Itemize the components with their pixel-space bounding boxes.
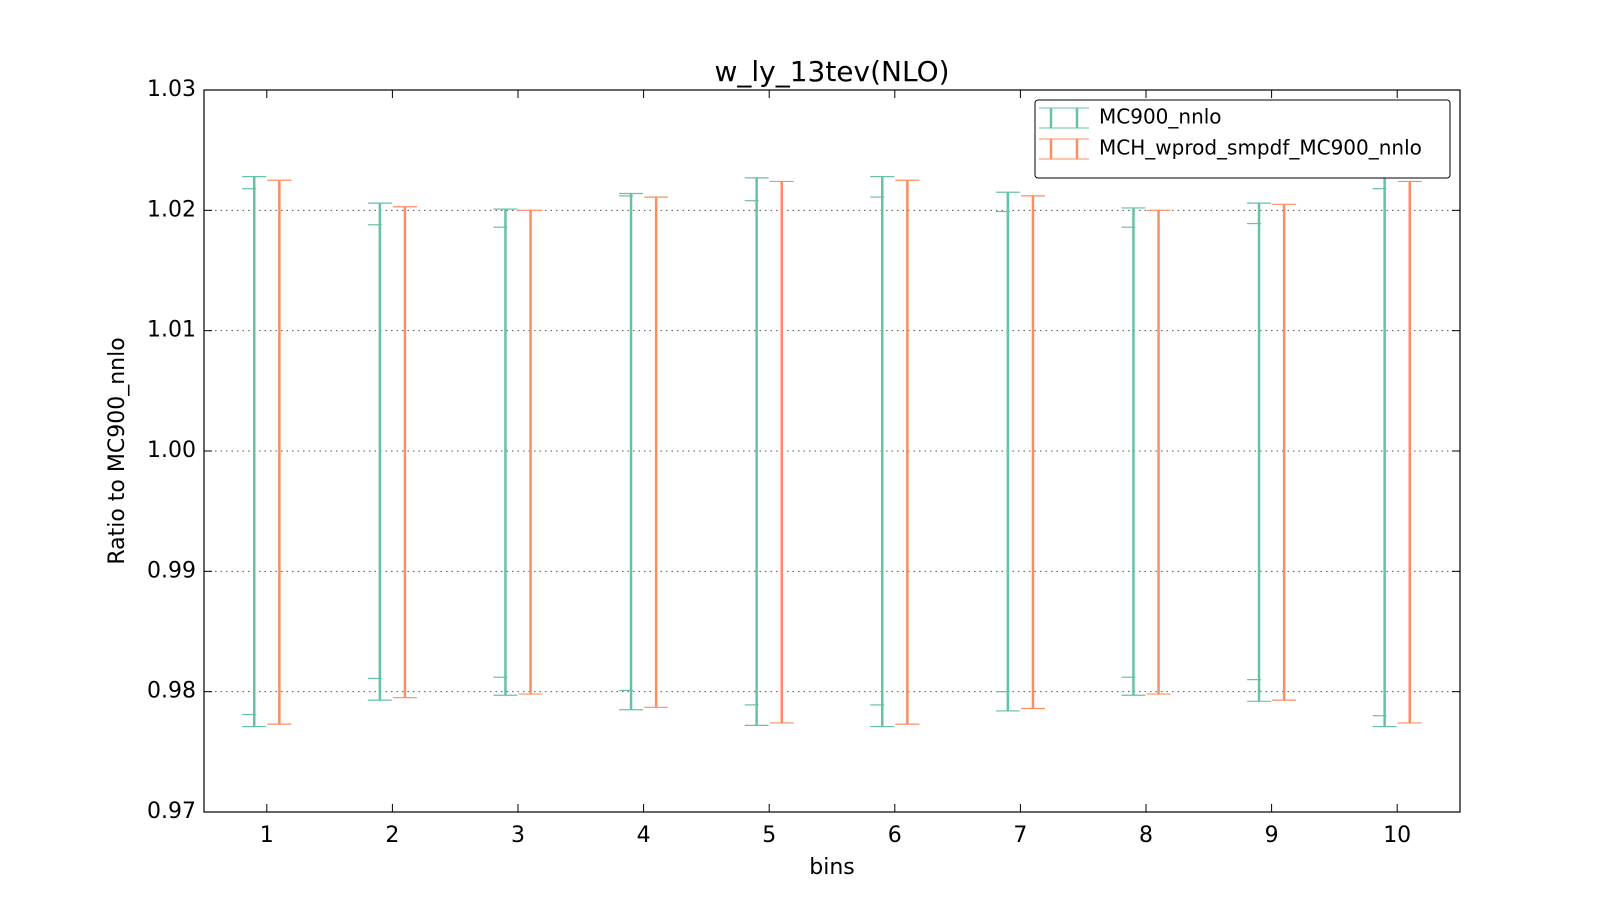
chart-title: w_ly_13tev(NLO) [714, 55, 949, 88]
y-axis-label: Ratio to MC900_nnlo [105, 337, 130, 564]
plot-frame [203, 89, 1461, 813]
x-tick-label: 8 [1139, 823, 1153, 848]
x-axis-label: bins [809, 855, 854, 880]
y-tick-label: 1.00 [147, 438, 196, 463]
legend-label: MCH_wprod_smpdf_MC900_nnlo [1099, 136, 1422, 160]
y-tick-label: 1.03 [147, 77, 196, 102]
legend-box [1034, 99, 1451, 179]
x-tick-label: 5 [762, 823, 776, 848]
x-tick-label: 7 [1013, 823, 1027, 848]
y-tick-label: 0.97 [147, 799, 196, 824]
legend-label: MC900_nnlo [1099, 105, 1222, 129]
x-tick-label: 1 [260, 823, 274, 848]
x-tick-label: 6 [888, 823, 902, 848]
y-tick-label: 1.02 [147, 197, 196, 222]
x-tick-label: 2 [385, 823, 399, 848]
y-tick-label: 0.98 [147, 679, 196, 704]
x-tick-label: 3 [511, 823, 525, 848]
y-tick-label: 0.99 [147, 558, 196, 583]
x-tick-label: 4 [637, 823, 651, 848]
y-tick-label: 1.01 [147, 318, 196, 343]
x-tick-label: 10 [1383, 823, 1411, 848]
x-tick-label: 9 [1265, 823, 1279, 848]
